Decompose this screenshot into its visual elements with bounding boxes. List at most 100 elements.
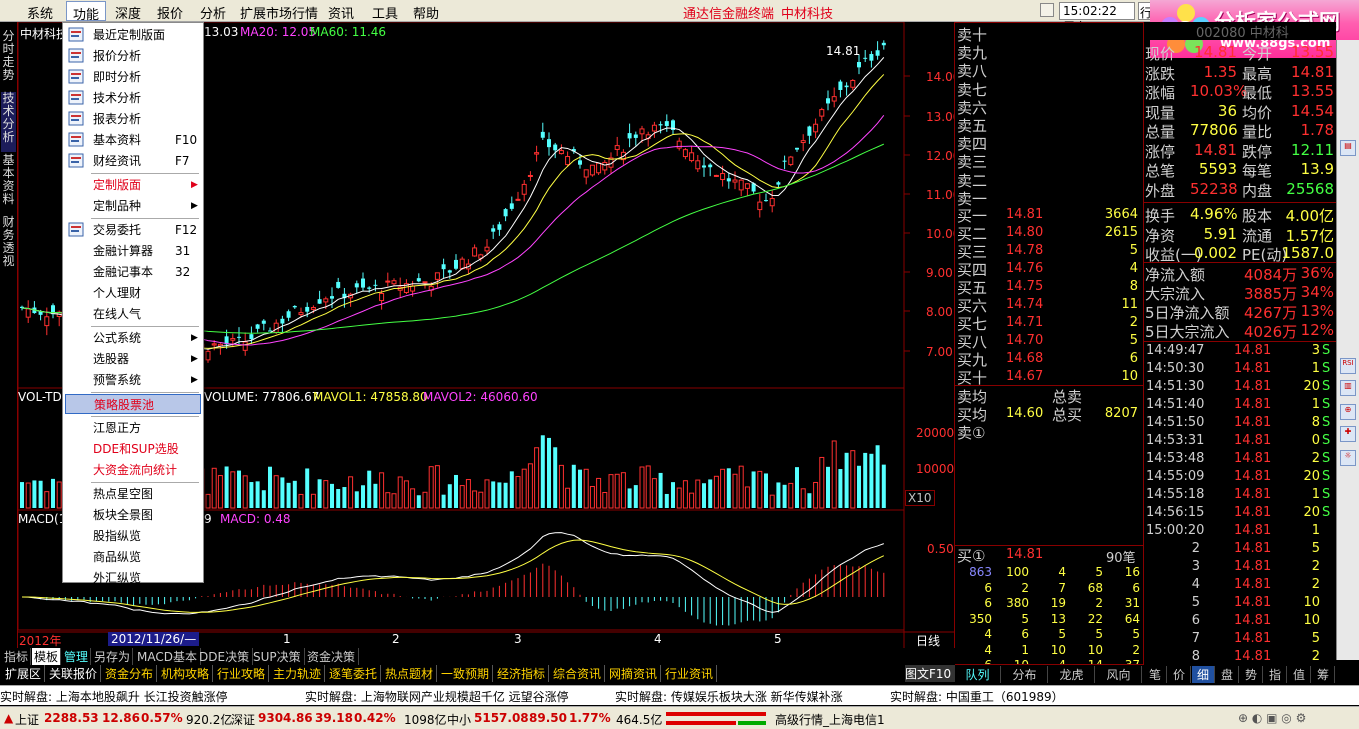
menu-item-6[interactable]: 财经资讯 F7 — [65, 151, 201, 171]
candle-body — [664, 121, 669, 126]
zoom-icon[interactable]: ⊕ — [1340, 404, 1356, 420]
right-tab-3[interactable]: 盘 — [1216, 666, 1239, 683]
menu-item-12[interactable]: 个人理财 — [65, 283, 201, 303]
menu-item-25[interactable]: 外汇纵览 — [65, 568, 201, 588]
server-label[interactable]: 高级行情_上海电信1 — [775, 713, 885, 727]
info-tab-2[interactable]: 资金分布 — [102, 665, 158, 682]
menu-item-8[interactable]: 定制品种 ▶ — [65, 196, 201, 216]
menu-item-3[interactable]: 技术分析 — [65, 88, 201, 108]
menu-item-23[interactable]: 股指纵览 — [65, 526, 201, 546]
rsi-icon[interactable]: RSI — [1340, 358, 1356, 374]
toolbar-icon[interactable] — [1040, 3, 1054, 17]
menu-item-1[interactable]: 报价分析 — [65, 46, 201, 66]
right-tab-1[interactable]: 价 — [1168, 666, 1191, 683]
info-tab-1[interactable]: 关联报价 — [46, 665, 102, 682]
technical-chart[interactable]: 14.00 13.00 12.00 11.00 10.00 9.00 8.00 7.00 — [18, 22, 955, 648]
indicator-tab-7[interactable]: 资金决策 — [304, 648, 360, 665]
news-item[interactable]: 实时解盘: 上海本地股飙升 长江投资触涨停 — [0, 690, 228, 704]
right-tab-0[interactable]: 笔 — [1144, 666, 1167, 683]
info-tab-8[interactable]: 一致预期 — [438, 665, 494, 682]
tick-volume: 10 — [1303, 595, 1320, 610]
menu-item-4[interactable]: 报表分析 — [65, 109, 201, 129]
menu-news[interactable]: 资讯 — [328, 7, 355, 22]
right-tab-5[interactable]: 指 — [1264, 666, 1287, 683]
side-tab-intraday[interactable]: 分时走势 — [2, 29, 15, 82]
news-ticker[interactable]: 实时解盘: 上海本地股飙升 长江投资触涨停 实时解盘: 上海物联网产业规模超千亿 … — [0, 685, 1359, 705]
chart-stock-name: 中材科技 — [20, 27, 69, 41]
status-icons[interactable]: ⊕ ◐ ▣ ◎ ⚙ — [1238, 711, 1307, 725]
menu-extended-market[interactable]: 扩展市场行情 — [240, 7, 319, 22]
news-item[interactable]: 实时解盘: 中国重工（601989） — [890, 690, 1064, 704]
stat-label: 现价 — [1145, 45, 1176, 63]
menu-analysis[interactable]: 分析 — [200, 7, 227, 22]
side-tab-technical[interactable]: 技术分析 — [1, 92, 16, 152]
mid-tab-0[interactable]: 队列 — [955, 666, 1001, 683]
menu-item-21[interactable]: 热点星空图 — [65, 484, 201, 504]
menu-help[interactable]: 帮助 — [413, 7, 440, 22]
menu-item-5[interactable]: 基本资料 F10 — [65, 130, 201, 150]
menu-item-9[interactable]: 交易委托 F12 — [65, 220, 201, 240]
gear-icon[interactable]: ☼ — [1340, 450, 1356, 466]
macd-icon[interactable]: ▥ — [1340, 380, 1356, 396]
right-tab-4[interactable]: 势 — [1240, 666, 1263, 683]
menu-item-22[interactable]: 板块全景图 — [65, 505, 201, 525]
menu-item-10[interactable]: 金融计算器 31 — [65, 241, 201, 261]
chart-icon[interactable]: ▤ — [1340, 140, 1356, 156]
info-tab-0[interactable]: 扩展区 — [2, 665, 46, 682]
right-tab-2[interactable]: 细 — [1192, 666, 1215, 683]
indicator-tab-3[interactable]: 另存为 — [92, 648, 134, 665]
volume-bar — [664, 493, 669, 508]
compass-icon[interactable]: ✚ — [1340, 426, 1356, 442]
menu-item-20[interactable]: 大资金流向统计 — [65, 460, 201, 480]
indicator-tab-0[interactable]: 指标 — [2, 648, 32, 665]
menu-system[interactable]: 系统 — [27, 7, 54, 22]
news-item[interactable]: 实时解盘: 上海物联网产业规模超千亿 远望谷涨停 — [305, 690, 569, 704]
info-tab-12[interactable]: 行业资讯 — [662, 665, 718, 682]
menu-function[interactable]: 功能 — [66, 1, 107, 23]
volume-bar — [416, 495, 421, 508]
candle-body — [25, 308, 31, 318]
info-tab-4[interactable]: 行业攻略 — [214, 665, 270, 682]
info-tab-6[interactable]: 逐笔委托 — [326, 665, 382, 682]
indicator-tab-1[interactable]: 模板 — [32, 648, 62, 665]
menu-item-14[interactable]: 公式系统 ▶ — [65, 328, 201, 348]
f10-tab[interactable]: 图文F10 — [905, 665, 955, 682]
stat-value: 1.57亿 — [1285, 226, 1334, 245]
mid-tab-3[interactable]: 风向 — [1096, 666, 1142, 683]
volume-bar — [336, 488, 341, 508]
indicator-tab-2[interactable]: 管理 — [62, 648, 92, 665]
indicator-tab-5[interactable]: DDE决策 — [196, 648, 254, 665]
menu-item-0[interactable]: 最近定制版面 — [65, 25, 201, 45]
menu-item-16[interactable]: 预警系统 ▶ — [65, 370, 201, 390]
side-tab-basic-info[interactable]: 基本资料 — [2, 153, 15, 206]
info-tab-5[interactable]: 主力轨迹 — [270, 665, 326, 682]
buy-level-volume: 2615 — [1104, 225, 1138, 240]
info-tab-7[interactable]: 热点题材 — [382, 665, 438, 682]
menu-tools[interactable]: 工具 — [372, 7, 399, 22]
menu-quote[interactable]: 报价 — [157, 7, 184, 22]
menu-item-7[interactable]: 定制版面 ▶ — [65, 175, 201, 195]
menu-item-18[interactable]: 江恩正方 — [65, 418, 201, 438]
period-label[interactable]: 日线 — [916, 634, 941, 648]
menu-item-19[interactable]: DDE和SUP选股 — [65, 439, 201, 459]
info-tab-3[interactable]: 机构攻略 — [158, 665, 214, 682]
indicator-tab-6[interactable]: SUP决策 — [250, 648, 305, 665]
menu-item-13[interactable]: 在线人气 — [65, 304, 201, 324]
mid-tab-1[interactable]: 分布 — [1002, 666, 1048, 683]
menu-item-24[interactable]: 商品纵览 — [65, 547, 201, 567]
mid-tab-2[interactable]: 龙虎 — [1049, 666, 1095, 683]
info-tab-9[interactable]: 经济指标 — [494, 665, 550, 682]
info-tab-10[interactable]: 综合资讯 — [550, 665, 606, 682]
menu-item-17[interactable]: 策略股票池 — [65, 394, 201, 414]
menu-item-2[interactable]: 即时分析 — [65, 67, 201, 87]
menu-item-15[interactable]: 选股器 ▶ — [65, 349, 201, 369]
menu-item-11[interactable]: 金融记事本 32 — [65, 262, 201, 282]
side-tab-financial[interactable]: 财务透视 — [2, 215, 15, 268]
info-tab-11[interactable]: 网摘资讯 — [606, 665, 662, 682]
right-tab-7[interactable]: 筹 — [1312, 666, 1335, 683]
candle-body — [261, 320, 266, 324]
right-tab-6[interactable]: 值 — [1288, 666, 1311, 683]
news-item[interactable]: 实时解盘: 传媒娱乐板块大涨 新华传媒补涨 — [615, 690, 843, 704]
indicator-tab-4[interactable]: MACD基本 — [134, 648, 201, 665]
menu-depth[interactable]: 深度 — [115, 7, 142, 22]
